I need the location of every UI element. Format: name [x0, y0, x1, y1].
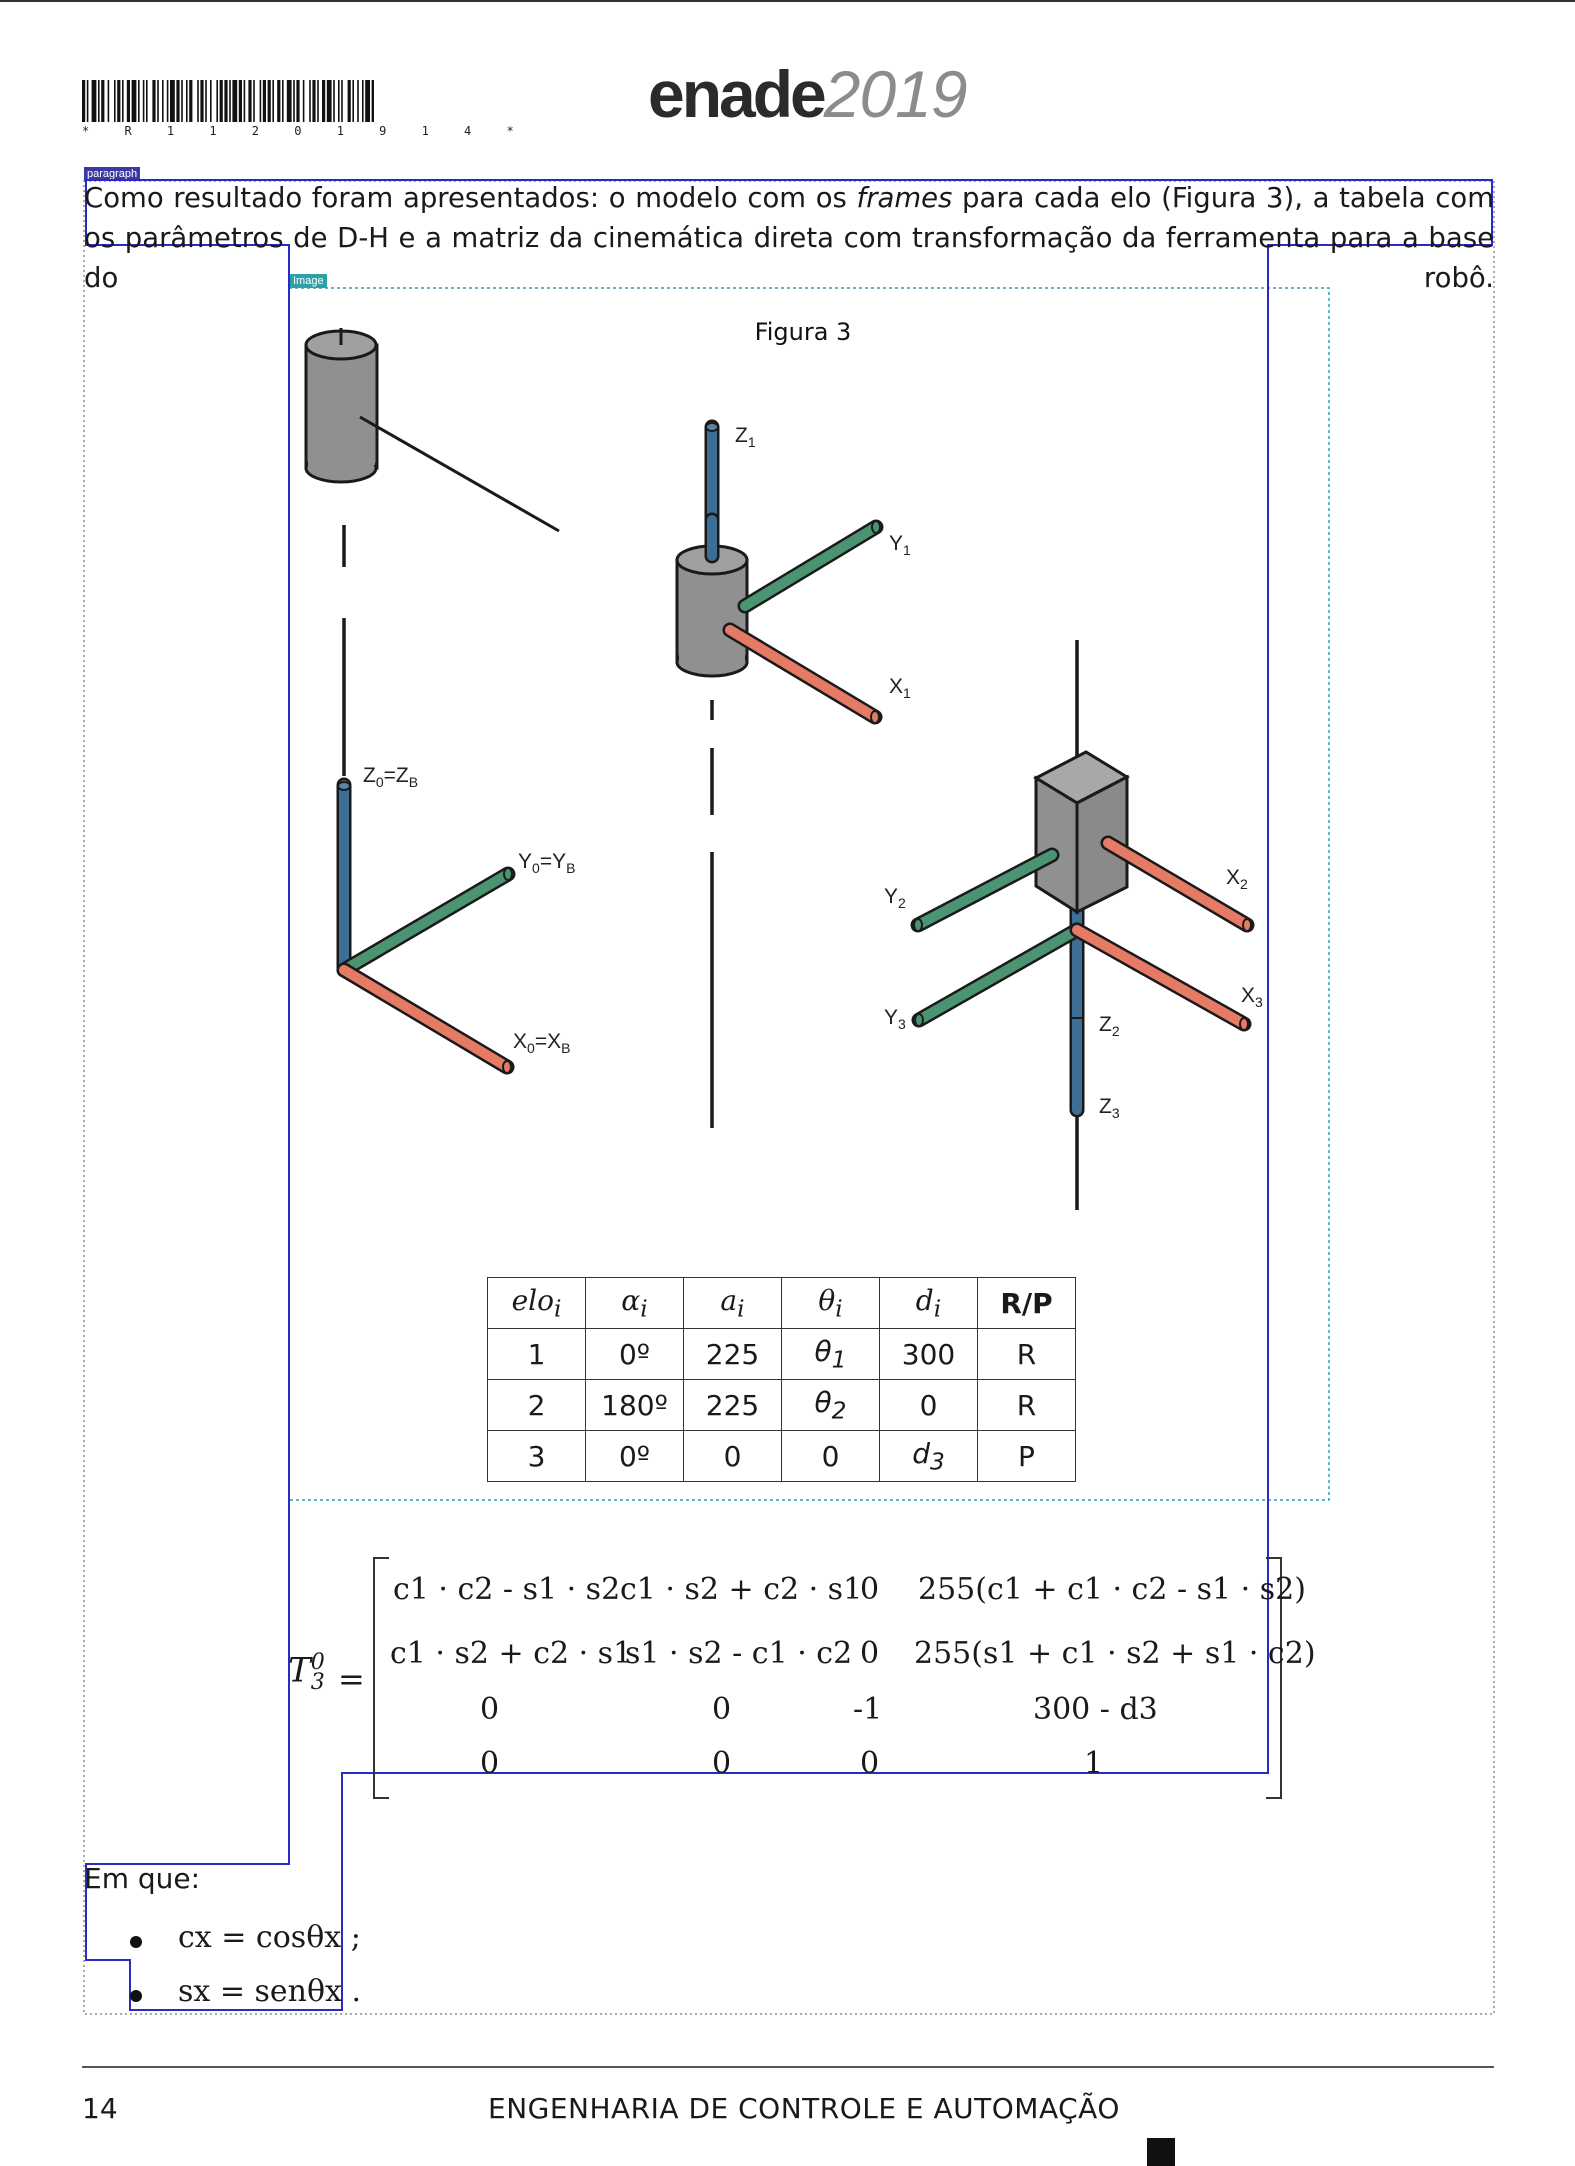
- label-y0-yb: Y0=YB: [518, 850, 576, 877]
- matrix-cell-r4c1: 0: [480, 1746, 500, 1781]
- cell: P: [977, 1430, 1076, 1482]
- logo-main: enade: [648, 57, 827, 131]
- cell: 0º: [585, 1430, 684, 1482]
- table-header-row: eloi αi ai θi di R/P: [487, 1277, 1076, 1329]
- label-z1: Z1: [735, 424, 756, 451]
- cell: 0: [879, 1379, 978, 1431]
- robot-frames-figure: [304, 328, 1255, 1210]
- label-z0-zb: Z0=ZB: [363, 764, 419, 791]
- matrix-cell-r1c1: c1 · c2 - s1 · s2: [393, 1572, 621, 1607]
- intro-emph: frames: [856, 182, 953, 214]
- logo-year: 2019: [823, 57, 968, 131]
- header-elo: eloi: [487, 1277, 586, 1329]
- matrix-cell-r2c1: c1 · s2 + c2 · s1: [390, 1636, 633, 1671]
- legend-heading: Em que:: [84, 1862, 201, 1895]
- matrix-cell-r2c2: s1 · s2 - c1 · c2: [625, 1636, 853, 1671]
- table-row: 2 180º 225 θ2 0 R: [487, 1379, 1076, 1431]
- matrix-bracket-left: [373, 1557, 389, 1799]
- frame-0: [336, 777, 516, 1075]
- frame-1: [675, 419, 884, 1128]
- header-a: ai: [683, 1277, 782, 1329]
- cell: 2: [487, 1379, 586, 1431]
- matrix-cell-r3c1: 0: [480, 1692, 500, 1727]
- page-number: 14: [82, 2092, 118, 2125]
- legend-item-cx: cx = cosθx ;: [178, 1920, 361, 1955]
- matrix-bracket-right: [1266, 1557, 1282, 1799]
- header-rp: R/P: [977, 1277, 1076, 1329]
- matrix-cell-r1c4: 255(c1 + c1 · c2 - s1 · s2): [918, 1572, 1306, 1607]
- cell: 0º: [585, 1328, 684, 1380]
- cell: 1: [487, 1328, 586, 1380]
- matrix-cell-r3c2: 0: [712, 1692, 732, 1727]
- matrix-cell-r2c4: 255(s1 + c1 · s2 + s1 · c2): [914, 1636, 1316, 1671]
- label-x1: X1: [889, 675, 911, 702]
- frame-2-3: [910, 640, 1255, 1210]
- cell: 225: [683, 1379, 782, 1431]
- label-y2: Y2: [884, 885, 906, 912]
- cell: 300: [879, 1328, 978, 1380]
- intro-paragraph: Como resultado foram apresentados: o mod…: [84, 178, 1494, 298]
- cell: R: [977, 1379, 1076, 1431]
- matrix-cell-r4c2: 0: [712, 1746, 732, 1781]
- intro-text-2: para cada elo (Figura 3), a tabela com o…: [84, 182, 1495, 294]
- cell: 3: [487, 1430, 586, 1482]
- label-z2: Z2: [1099, 1013, 1120, 1040]
- label-y3: Y3: [884, 1006, 906, 1033]
- cell: d3: [879, 1430, 978, 1482]
- top-rule: [0, 0, 1575, 2]
- legend-item-sx: sx = senθx .: [178, 1974, 362, 2009]
- header-alpha: αi: [585, 1277, 684, 1329]
- bullet-dot: [130, 1936, 142, 1948]
- label-x2: X2: [1226, 866, 1248, 893]
- label-z3: Z3: [1099, 1095, 1120, 1122]
- cell: 180º: [585, 1379, 684, 1431]
- table-row: 1 0º 225 θ1 300 R: [487, 1328, 1076, 1380]
- cell: 0: [683, 1430, 782, 1482]
- dh-parameters-table: eloi αi ai θi di R/P 1 0º 225 θ1 300 R 2…: [487, 1277, 1076, 1482]
- matrix-equals: =: [338, 1660, 365, 1698]
- bullet-dot: [130, 1990, 142, 2002]
- label-x3: X3: [1241, 984, 1263, 1011]
- cell: 225: [683, 1328, 782, 1380]
- cell: θ1: [781, 1328, 880, 1380]
- matrix-cell-r3c3: -1: [853, 1692, 883, 1727]
- matrix-cell-r4c4: 1: [1084, 1746, 1104, 1781]
- barcode: [82, 80, 374, 122]
- footer-rule: [82, 2066, 1494, 2068]
- matrix-cell-r1c3: 0: [860, 1572, 880, 1607]
- registration-mark: [1147, 2138, 1175, 2166]
- label-y1: Y1: [889, 532, 911, 559]
- base-cylinder: [304, 328, 560, 776]
- matrix-cell-r2c3: 0: [860, 1636, 880, 1671]
- header-theta: θi: [781, 1277, 880, 1329]
- table-row: 3 0º 0 0 d3 P: [487, 1430, 1076, 1482]
- label-x0-xb: X0=XB: [513, 1030, 571, 1057]
- matrix-label: T03: [288, 1650, 325, 1696]
- enade-logo: enade2019: [648, 56, 968, 132]
- matrix-cell-r4c3: 0: [860, 1746, 880, 1781]
- figure-caption: Figura 3: [754, 318, 852, 346]
- matrix-cell-r1c2: c1 · s2 + c2 · s1: [620, 1572, 863, 1607]
- header-d: di: [879, 1277, 978, 1329]
- cell: 0: [781, 1430, 880, 1482]
- cell: R: [977, 1328, 1076, 1380]
- footer-title: ENGENHARIA DE CONTROLE E AUTOMAÇÃO: [488, 2092, 1120, 2125]
- paragraph-tag: paragraph: [84, 167, 141, 181]
- intro-text-1: Como resultado foram apresentados: o mod…: [84, 182, 857, 214]
- cell: θ2: [781, 1379, 880, 1431]
- matrix-cell-r3c4: 300 - d3: [1033, 1692, 1158, 1727]
